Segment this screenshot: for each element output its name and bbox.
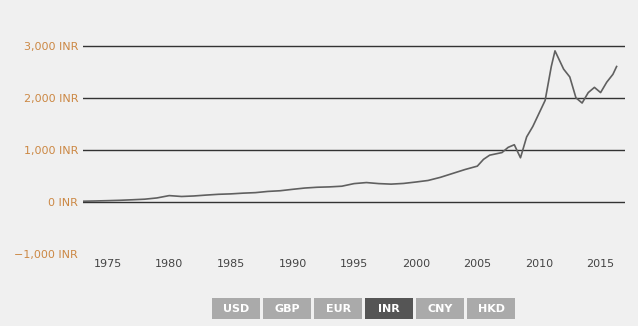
Text: USD: USD <box>223 304 249 314</box>
Text: HKD: HKD <box>478 304 505 314</box>
Text: CNY: CNY <box>427 304 453 314</box>
Text: INR: INR <box>378 304 400 314</box>
Text: EUR: EUR <box>325 304 351 314</box>
Text: GBP: GBP <box>274 304 300 314</box>
